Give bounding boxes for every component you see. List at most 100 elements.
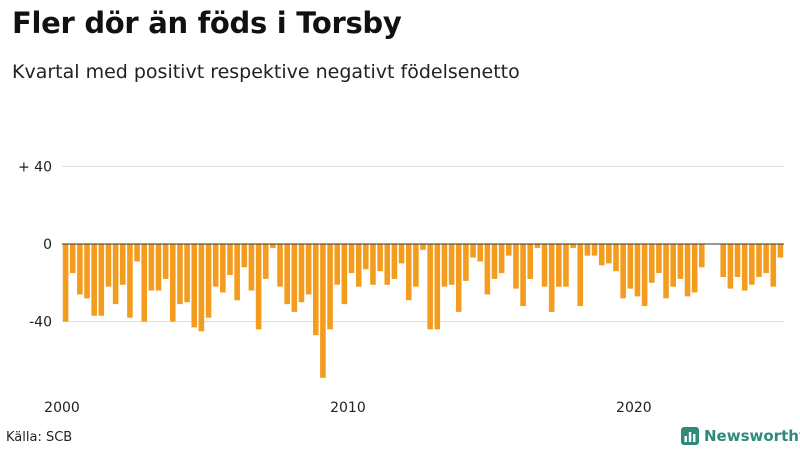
bar [491,244,498,279]
bar [648,244,655,283]
bar [305,244,312,295]
bar [327,244,333,330]
bar [69,244,76,274]
bar [670,244,676,287]
bar [505,244,512,256]
bar [277,244,283,287]
bar [191,244,198,328]
bar [334,244,341,285]
x-axis-labels: 2000 2010 2020 [44,400,652,416]
bar [363,244,369,270]
bar [498,244,505,274]
bar [434,244,441,330]
bar [484,244,491,295]
bar [298,244,305,303]
y-tick-label: 0 [43,237,52,253]
bar [134,244,140,262]
bar [155,244,162,291]
x-tick-label: 2010 [330,400,366,416]
bar [720,244,727,277]
bar [777,244,784,258]
bar [105,244,112,287]
bar [448,244,455,285]
bar [663,244,669,299]
chart-title: Fler dör än föds i Torsby [12,6,402,40]
bar [470,244,476,258]
bar [398,244,405,264]
bar [641,244,648,307]
x-tick-label: 2000 [44,400,80,416]
bar [227,244,233,276]
bar [141,244,147,322]
bar [634,244,641,297]
bar [77,244,83,295]
y-axis-labels: + 40 0 -40 [18,159,52,330]
bar [291,244,298,312]
bar [763,244,769,274]
bar [741,244,748,291]
gridlines [62,165,784,323]
bar [684,244,691,297]
bar [255,244,262,330]
bar [284,244,290,305]
bar [556,244,562,287]
bar [262,244,269,279]
bar [184,244,190,303]
bar [212,244,219,287]
bar [627,244,634,289]
bar [520,244,526,307]
bar [98,244,105,316]
bar [341,244,348,305]
bar [427,244,433,330]
bar [577,244,584,307]
bar [62,244,69,322]
bar [420,244,426,250]
bar [405,244,412,301]
bar [220,244,226,293]
bar [205,244,212,318]
newsworthy-logo[interactable]: Newsworthy [680,426,800,446]
bar [112,244,119,305]
bar [727,244,734,289]
y-tick-label: -40 [29,315,52,331]
bar [598,244,605,266]
bar [620,244,626,299]
bar [477,244,483,262]
bar [441,244,448,287]
bar [84,244,90,299]
bar [570,244,576,248]
bar [591,244,598,256]
bar [377,244,383,272]
bar [563,244,569,287]
bar [148,244,155,291]
bar [656,244,662,274]
bar [312,244,319,336]
bar [241,244,248,268]
bar [119,244,126,285]
bar [91,244,97,316]
bar [177,244,183,305]
bar [198,244,205,332]
bar [320,244,326,378]
bar [127,244,133,318]
brand-name: Newsworthy [704,427,800,445]
bar [384,244,391,285]
bar [770,244,777,287]
bar [541,244,548,287]
y-tick-label: + 40 [18,159,52,175]
bars [62,244,784,378]
bar [234,244,240,301]
bar [270,244,276,248]
bar [463,244,469,281]
bar [370,244,376,285]
bar [534,244,541,248]
bar [170,244,176,322]
bar [455,244,462,312]
bar [691,244,698,293]
bar [613,244,619,272]
x-tick-label: 2020 [616,400,652,416]
bar [391,244,398,279]
newsworthy-chart-icon [681,427,699,445]
bar [548,244,555,312]
